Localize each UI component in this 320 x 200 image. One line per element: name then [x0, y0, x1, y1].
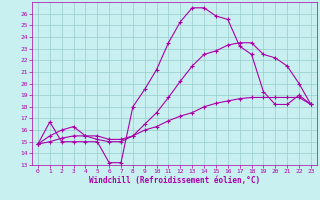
X-axis label: Windchill (Refroidissement éolien,°C): Windchill (Refroidissement éolien,°C) — [89, 176, 260, 185]
